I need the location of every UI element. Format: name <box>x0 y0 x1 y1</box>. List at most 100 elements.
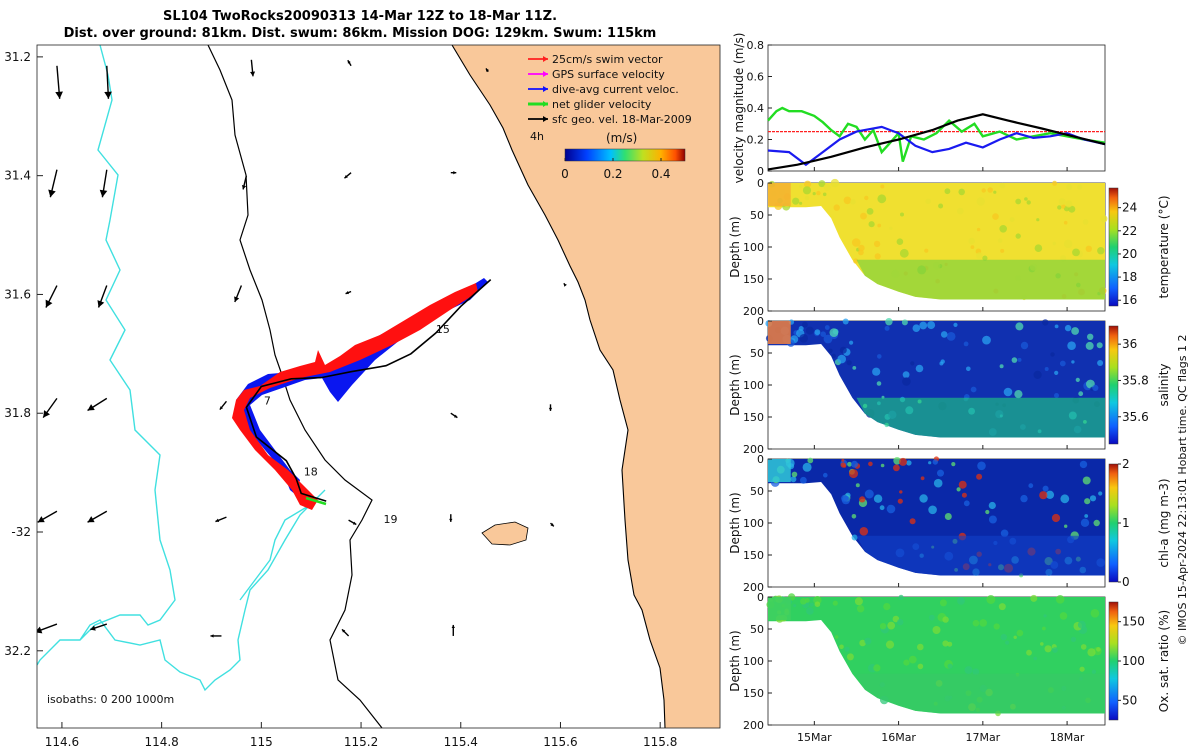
section-speckle <box>864 195 869 201</box>
current-arrowhead <box>550 523 554 527</box>
current-arrowhead <box>55 91 63 99</box>
section-speckle <box>1079 666 1085 672</box>
section-speckle <box>1087 333 1094 340</box>
day-labels: 15 7 18 19 <box>264 323 450 526</box>
section-speckle <box>886 504 896 514</box>
section-speckle <box>958 480 967 489</box>
current-arrowhead <box>485 68 490 72</box>
velocity-panel: 0 0.2 0.4 0.6 0.8 velocity magnitude (m/s) <box>732 33 1106 183</box>
section-speckle <box>1026 200 1031 205</box>
section-ytick-label: 150 <box>743 273 764 286</box>
current-arrowhead <box>104 91 112 99</box>
map-ytick-label: -32 <box>11 525 31 539</box>
section-speckle <box>1054 324 1059 329</box>
section-speckle <box>998 603 1006 611</box>
section-speckle <box>956 207 964 215</box>
temperature-section: 0 50 100 150 200 Depth (m) 16 18 20 22 24 temperatu… <box>728 177 1171 318</box>
isobath-0 <box>451 45 666 728</box>
legend-swatch-head <box>543 101 548 107</box>
current-arrowhead <box>87 404 95 411</box>
section-speckle <box>842 318 849 325</box>
section-speckle <box>937 469 944 477</box>
section-speckle <box>1079 460 1088 469</box>
section-speckle <box>1000 529 1009 538</box>
colorbar-tick-label: 1 <box>1122 516 1130 530</box>
section-speckle <box>850 199 856 205</box>
colorbar-tick-label: 50 <box>1122 693 1137 707</box>
section-speckle <box>835 635 839 639</box>
map-colorbar-ticks: 0 0.2 0.4 <box>561 158 671 181</box>
section-speckle <box>985 509 990 515</box>
section-ytick-label: 0 <box>757 591 764 604</box>
section-speckle <box>1066 184 1073 190</box>
section-speckle <box>999 225 1007 233</box>
velocity-ytick-label: 0.6 <box>747 71 765 84</box>
section-speckle <box>877 354 882 359</box>
section-speckle <box>866 208 874 215</box>
time-tick-label: 15Mar <box>797 731 832 744</box>
colorbar-tick-label: 20 <box>1122 247 1137 261</box>
velocity-ytick-label: 0.8 <box>747 39 765 52</box>
section-speckle <box>799 334 808 343</box>
section-speckle <box>1057 205 1062 210</box>
section-speckle <box>1086 379 1095 389</box>
section-speckle <box>883 603 891 611</box>
section-ytick-label: 200 <box>743 443 764 456</box>
section-speckle <box>1014 390 1023 399</box>
section-speckle <box>1063 220 1068 225</box>
section-colorbar <box>1108 187 1119 307</box>
section-speckle <box>963 500 970 507</box>
section-speckle <box>1077 184 1083 190</box>
section-speckle <box>1084 498 1091 505</box>
section-speckle <box>900 212 904 217</box>
section-speckle <box>884 325 890 331</box>
section-speckle <box>1077 620 1086 629</box>
section-speckle <box>880 184 885 189</box>
section-speckle <box>1051 513 1061 523</box>
figure-title: SL104 TwoRocks20090313 14-Mar 12Z to 18-… <box>0 8 720 42</box>
map-ytick-label: 31.4 <box>4 169 31 183</box>
section-speckle <box>873 664 881 672</box>
section-speckle <box>919 494 928 503</box>
section-speckle <box>849 340 854 345</box>
section-ytick-label: 50 <box>750 485 764 498</box>
section-speckle <box>1097 247 1105 255</box>
section-speckle <box>1096 342 1103 349</box>
section-ytick-label: 50 <box>750 209 764 222</box>
section-speckle <box>932 459 938 465</box>
section-speckle <box>1044 367 1049 371</box>
section-speckle <box>993 623 1000 630</box>
section-speckle <box>1040 642 1044 646</box>
time-tick-label: 17Mar <box>965 731 1000 744</box>
colorbar-tick-label: 16 <box>1122 293 1137 307</box>
section-speckle <box>853 258 859 264</box>
footer-credit: © IMOS 15-Apr-2024 22:13:01 Hobart time.… <box>1176 335 1189 646</box>
velocity-ticks: 0 0.2 0.4 0.6 0.8 <box>747 39 772 178</box>
section-shelf-patch <box>768 459 791 483</box>
section-speckle <box>972 668 980 676</box>
section-speckle <box>932 626 941 634</box>
current-arrowhead <box>453 171 457 175</box>
section-speckle <box>843 196 852 205</box>
map-ytick-label: 31.2 <box>4 50 31 64</box>
section-speckle <box>868 461 873 467</box>
colorbar-label: (m/s) <box>606 131 637 145</box>
section-speckle <box>802 321 808 328</box>
section-speckle <box>1043 614 1047 618</box>
section-speckle <box>1005 640 1010 645</box>
legend-swatch-head <box>543 116 548 122</box>
section-speckle <box>802 462 812 472</box>
section-ylabel: Depth (m) <box>728 216 742 277</box>
section-ytick-label: 0 <box>757 177 764 190</box>
section-speckle <box>970 245 975 250</box>
section-shelf-patch <box>768 321 791 345</box>
current-arrowhead <box>97 300 105 308</box>
current-arrowhead <box>87 516 95 523</box>
colorbar-tick-label: 35.6 <box>1122 410 1149 424</box>
section-speckle <box>928 505 937 515</box>
time-tick-label: 16Mar <box>881 731 916 744</box>
section-speckle <box>1089 495 1097 502</box>
legend-swatch-head <box>543 56 548 62</box>
map-panel: 114.6 114.8 115 115.2 115.4 115.6 115.8 31.2 31.… <box>4 44 721 749</box>
